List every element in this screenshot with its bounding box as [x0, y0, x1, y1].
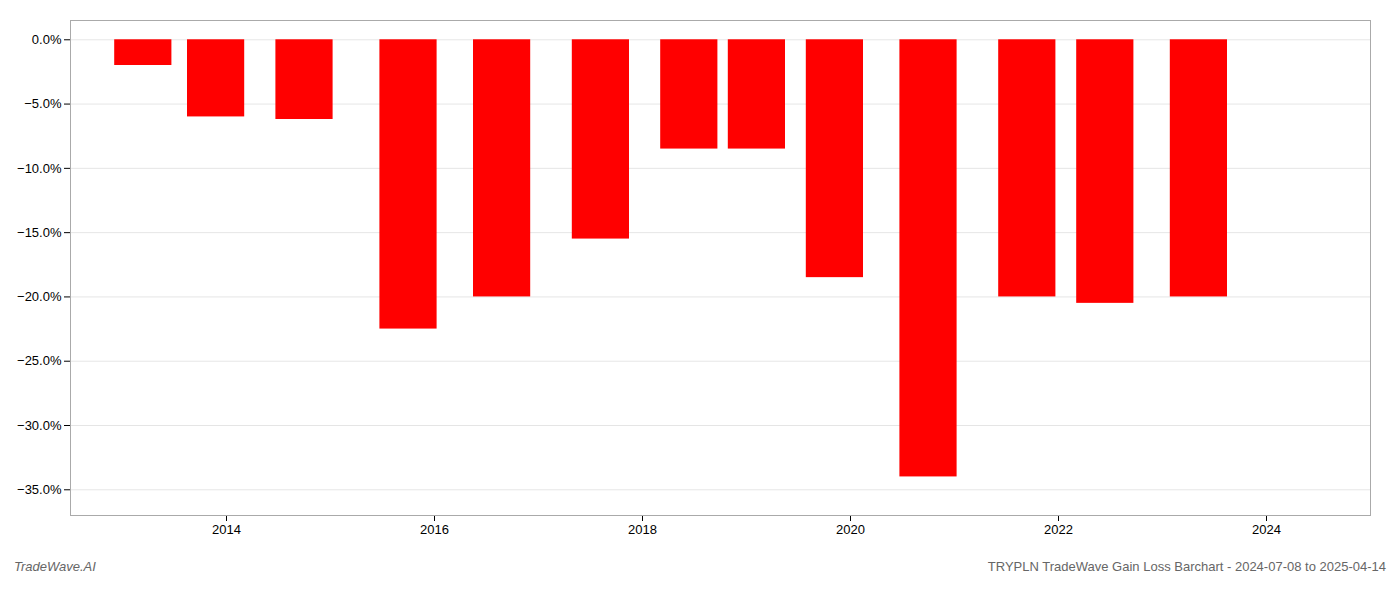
svg-text:−10.0%: −10.0%	[17, 161, 62, 176]
svg-text:2014: 2014	[212, 522, 241, 537]
html-text:TRYPLN TradeWave Gain Loss Bar: TRYPLN TradeWave Gain Loss Barchart - 20…	[987, 559, 1386, 574]
svg-text:0.0%: 0.0%	[32, 32, 62, 47]
svg-text:2024: 2024	[1252, 522, 1281, 537]
html-text:TradeWave.AI: TradeWave.AI	[14, 559, 96, 574]
svg-text:−15.0%: −15.0%	[17, 225, 62, 240]
svg-text:−20.0%: −20.0%	[17, 289, 62, 304]
svg-text:−30.0%: −30.0%	[17, 418, 62, 433]
svg-text:2018: 2018	[628, 522, 657, 537]
svg-text:2022: 2022	[1044, 522, 1073, 537]
svg-text:−5.0%: −5.0%	[24, 96, 62, 111]
svg-text:2016: 2016	[420, 522, 449, 537]
svg-text:−25.0%: −25.0%	[17, 353, 62, 368]
svg-text:2020: 2020	[836, 522, 865, 537]
svg-text:−35.0%: −35.0%	[17, 482, 62, 497]
